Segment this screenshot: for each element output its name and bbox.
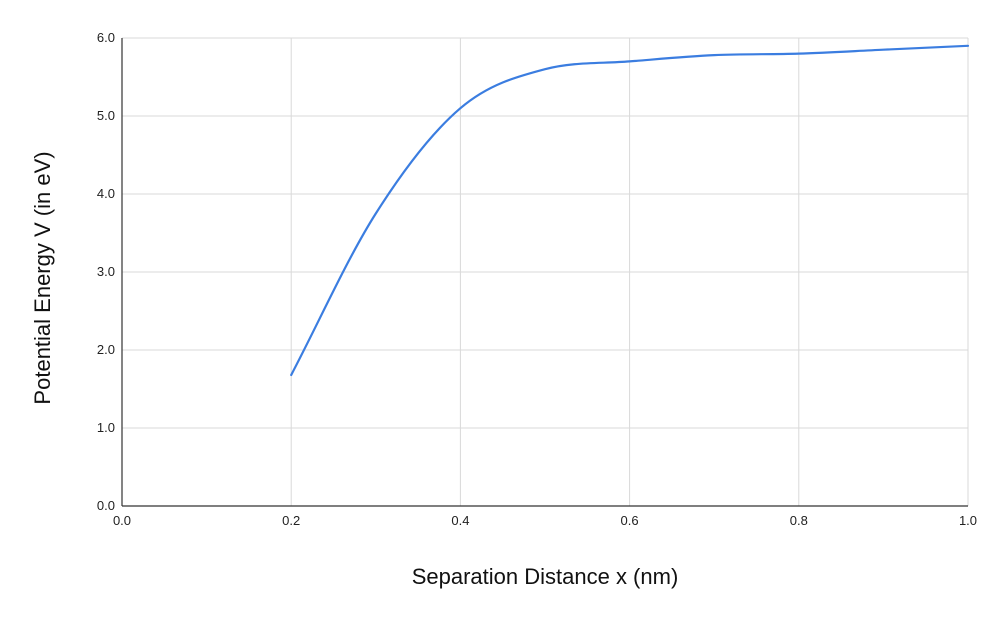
axes <box>121 38 968 507</box>
x-tick-label: 0.0 <box>113 513 131 528</box>
x-tick-label: 1.0 <box>959 513 977 528</box>
y-tick-label: 5.0 <box>97 108 115 123</box>
y-tick-label: 0.0 <box>97 498 115 513</box>
y-tick-label: 1.0 <box>97 420 115 435</box>
y-tick-label: 2.0 <box>97 342 115 357</box>
series-layer <box>290 44 970 377</box>
x-axis-title: Separation Distance x (nm) <box>412 564 679 589</box>
x-tick-label: 0.8 <box>790 513 808 528</box>
y-tick-label: 6.0 <box>97 30 115 45</box>
grid-lines <box>122 37 969 506</box>
tick-labels: 0.0 0.2 0.4 0.6 0.8 1.0 0.0 1.0 2.0 3.0 4.0 5.0 6.0 <box>97 30 977 528</box>
y-axis-title: Potential Energy V (in eV) <box>30 151 55 404</box>
y-tick-label: 3.0 <box>97 264 115 279</box>
y-tick-label: 4.0 <box>97 186 115 201</box>
x-tick-label: 0.6 <box>621 513 639 528</box>
x-tick-label: 0.2 <box>282 513 300 528</box>
series-line-0 <box>290 44 970 377</box>
x-tick-label: 0.4 <box>451 513 469 528</box>
